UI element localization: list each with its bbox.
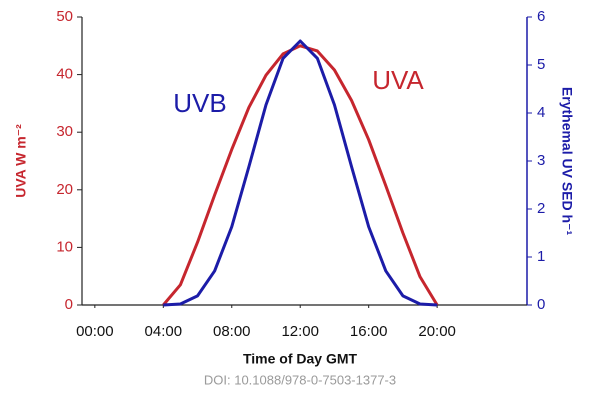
y2-tick-label: 3 xyxy=(537,152,545,169)
x-tick-label: 08:00 xyxy=(213,323,251,340)
y-axis-title: UVA W m⁻² xyxy=(13,124,29,198)
series-label: UVB xyxy=(173,88,226,118)
series-label: UVA xyxy=(372,65,424,95)
y2-axis-title: Erythemal UV SED h⁻¹ xyxy=(559,87,575,236)
y2-tick-label: 2 xyxy=(537,200,545,217)
x-axis-title: Time of Day GMT xyxy=(243,351,358,367)
y2-tick-label: 4 xyxy=(537,104,545,121)
y-tick-label: 40 xyxy=(56,66,73,83)
y2-tick-label: 5 xyxy=(537,56,545,73)
series-line xyxy=(162,44,439,306)
y-tick-label: 10 xyxy=(56,238,73,255)
y-tick-label: 50 xyxy=(56,8,73,25)
x-tick-label: 20:00 xyxy=(418,323,456,340)
y2-tick-label: 0 xyxy=(537,296,545,313)
y-tick-label: 30 xyxy=(56,123,73,140)
y2-tick-label: 1 xyxy=(537,248,545,265)
y-tick-label: 0 xyxy=(65,296,73,313)
x-tick-label: 12:00 xyxy=(281,323,319,340)
y2-tick-label: 6 xyxy=(537,8,545,25)
x-tick-label: 04:00 xyxy=(145,323,183,340)
series-line xyxy=(163,39,438,307)
y-tick-label: 20 xyxy=(56,181,73,198)
source-note: DOI: 10.1088/978-0-7503-1377-3 xyxy=(204,372,396,387)
x-tick-label: 16:00 xyxy=(350,323,388,340)
x-tick-label: 00:00 xyxy=(76,323,114,340)
